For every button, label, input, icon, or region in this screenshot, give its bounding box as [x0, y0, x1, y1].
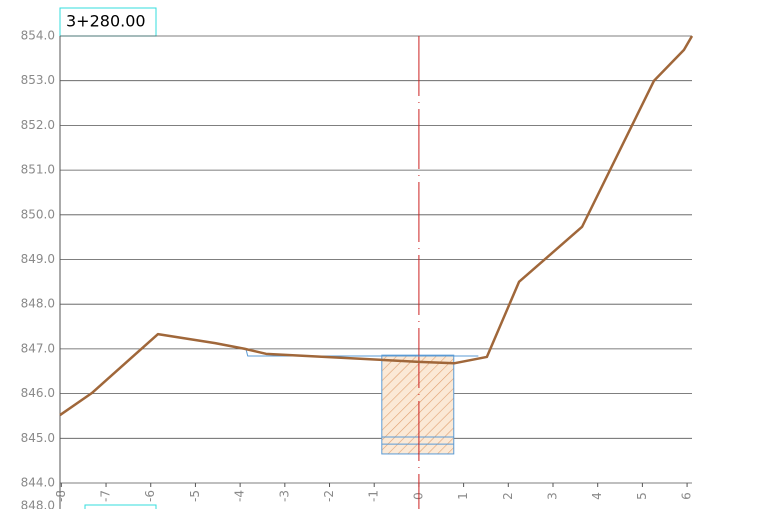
y-tick-label: 850.0: [21, 207, 55, 221]
x-tick-label: 6: [680, 492, 694, 500]
series-line: [245, 348, 479, 357]
y-tick-label: 852.0: [21, 118, 55, 132]
y-tick-label: 854.0: [21, 29, 55, 43]
y-tick-label: 853.0: [21, 73, 55, 87]
x-tick-label: -5: [188, 490, 202, 502]
x-tick-label: 5: [635, 492, 649, 500]
x-tick-label: 1: [456, 492, 470, 500]
x-tick-label: 2: [501, 492, 515, 500]
y-tick-label: 849.0: [21, 252, 55, 266]
x-tick-label: -1: [367, 490, 381, 502]
x-tick-label: -4: [233, 490, 247, 502]
y-tick-label: 846.0: [21, 386, 55, 400]
y-tick-label: 847.0: [21, 341, 55, 355]
x-tick-label: -3: [277, 490, 291, 502]
chart-title: 3+280.00: [66, 12, 146, 31]
y-tick-label: 844.0: [21, 476, 55, 490]
y-tick-label: 845.0: [21, 431, 55, 445]
x-tick-label: -2: [322, 490, 336, 502]
x-tick-label: -7: [99, 490, 113, 502]
x-tick-label: -8: [54, 490, 68, 502]
y-tick-label: 848.0: [21, 297, 55, 311]
structure: [381, 354, 455, 455]
next-section-label: 848.0: [21, 499, 55, 509]
x-tick-label: 3: [545, 492, 559, 500]
x-tick-label: -6: [143, 490, 157, 502]
y-tick-label: 851.0: [21, 163, 55, 177]
x-tick-label: 4: [590, 492, 604, 500]
next-title-box: [84, 504, 157, 509]
title-box: [59, 7, 157, 37]
series-line: [59, 35, 694, 417]
